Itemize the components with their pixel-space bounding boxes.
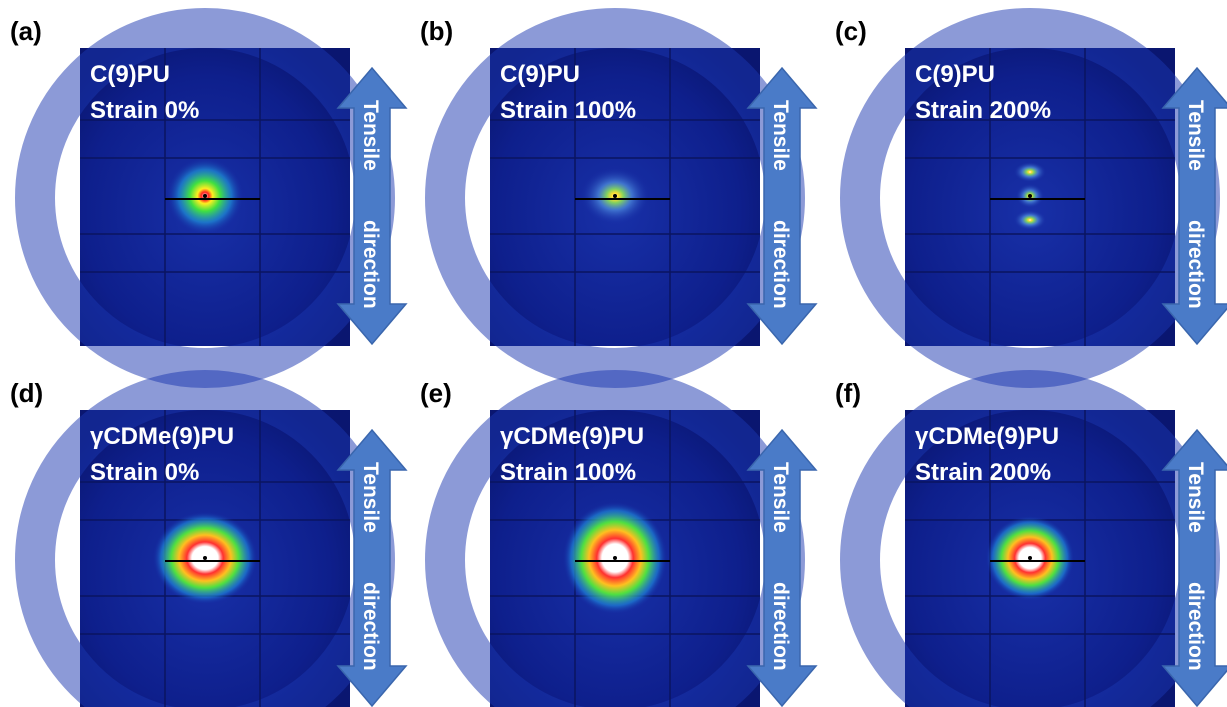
tensile-arrow: [336, 428, 408, 707]
strain-label: Strain 200%: [915, 459, 1051, 486]
panel-label: (a): [10, 16, 42, 46]
panel-label: (d): [10, 378, 43, 408]
tensile-arrow: [746, 428, 818, 707]
beam-center: [203, 194, 207, 198]
beam-center: [1028, 194, 1032, 198]
tensile-arrow: [1161, 428, 1227, 707]
sample-name: C(9)PU: [500, 61, 580, 88]
arrow-text: direction: [1184, 582, 1207, 671]
sample-name: C(9)PU: [90, 61, 170, 88]
panel-label: (c): [835, 16, 867, 46]
strain-label: Strain 100%: [500, 459, 636, 486]
sample-name: C(9)PU: [915, 61, 995, 88]
arrow-text: Tensile: [359, 462, 382, 533]
sample-name: γCDMe(9)PU: [915, 423, 1059, 450]
beam-center: [203, 556, 207, 560]
strain-label: Strain 0%: [90, 459, 199, 486]
arrow-text: direction: [359, 220, 382, 309]
strain-label: Strain 0%: [90, 97, 199, 124]
arrow-text: Tensile: [769, 100, 792, 171]
panel: (e) γCDMe(9)PU Strain 100% Tensile direction: [420, 370, 818, 707]
tensile-arrow: [1161, 66, 1227, 346]
strain-label: Strain 100%: [500, 97, 636, 124]
arrow-text: direction: [359, 582, 382, 671]
panel-label: (e): [420, 378, 452, 408]
scattering-spot: [1014, 162, 1046, 182]
panel: (a) C(9)PU Strain 0% Tensile direction: [10, 8, 408, 388]
beam-center: [613, 194, 617, 198]
strain-label: Strain 200%: [915, 97, 1051, 124]
arrow-text: Tensile: [359, 100, 382, 171]
tensile-arrow: [746, 66, 818, 346]
panel: (f) γCDMe(9)PU Strain 200% Tensile direction: [835, 370, 1227, 707]
panel-label: (f): [835, 378, 861, 408]
arrow-text: Tensile: [1184, 100, 1207, 171]
panel: (c) C(9)PU Strain 200% Tensile direction: [835, 8, 1227, 388]
sample-name: γCDMe(9)PU: [90, 423, 234, 450]
arrow-text: direction: [769, 582, 792, 671]
arrow-text: direction: [1184, 220, 1207, 309]
panel: (d) γCDMe(9)PU Strain 0% Tensile direction: [10, 370, 408, 707]
panel-label: (b): [420, 16, 453, 46]
scattering-spot: [1014, 210, 1046, 230]
arrow-text: Tensile: [1184, 462, 1207, 533]
tensile-arrow: [336, 66, 408, 346]
sample-name: γCDMe(9)PU: [500, 423, 644, 450]
arrow-text: direction: [769, 220, 792, 309]
beam-center: [613, 556, 617, 560]
panel: (b) C(9)PU Strain 100% Tensile direction: [420, 8, 818, 388]
arrow-text: Tensile: [769, 462, 792, 533]
beam-center: [1028, 556, 1032, 560]
